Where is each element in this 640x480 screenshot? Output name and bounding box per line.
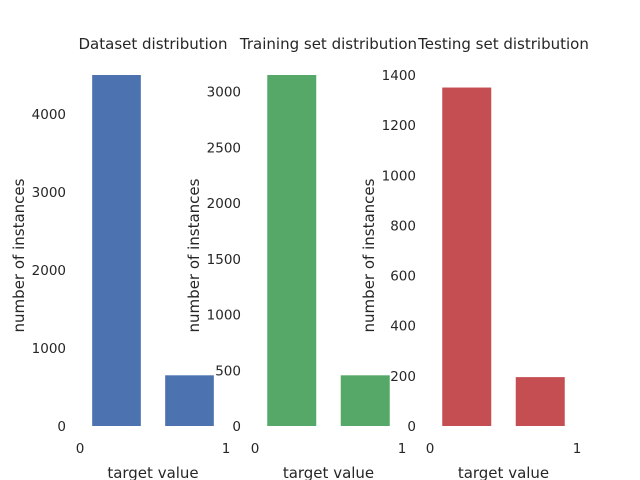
y-tick-label: 3000 bbox=[32, 185, 66, 201]
x-tick-label: 0 bbox=[76, 441, 85, 457]
y-tick-label: 2000 bbox=[207, 196, 241, 212]
y-ticks-group: 0 1000 2000 3000 4000 bbox=[32, 107, 66, 435]
bar-0 bbox=[442, 87, 492, 427]
y-tick-label: 1500 bbox=[207, 252, 241, 268]
y-tick-label: 500 bbox=[215, 363, 241, 379]
x-axis-label: target value bbox=[283, 464, 374, 480]
y-tick-label: 1000 bbox=[207, 308, 241, 324]
y-ticks-group: 0 200 400 600 800 1000 1200 1400 bbox=[382, 68, 416, 435]
y-tick-label: 0 bbox=[232, 419, 241, 435]
x-tick-label: 1 bbox=[222, 441, 231, 457]
x-axis-label: target value bbox=[107, 464, 198, 480]
y-ticks-group: 0 500 1000 1500 2000 2500 3000 bbox=[207, 85, 241, 435]
y-axis-label: number of instances bbox=[10, 178, 28, 332]
y-tick-label: 1000 bbox=[382, 168, 416, 184]
x-tick-label: 1 bbox=[398, 441, 407, 457]
subplot-title: Dataset distribution bbox=[79, 35, 228, 53]
subplot-title: Testing set distribution bbox=[417, 35, 589, 53]
y-tick-label: 0 bbox=[57, 419, 66, 435]
y-axis-label: number of instances bbox=[360, 178, 378, 332]
y-tick-label: 800 bbox=[390, 218, 416, 234]
y-tick-label: 3000 bbox=[207, 85, 241, 101]
x-axis-label: target value bbox=[458, 464, 549, 480]
x-tick-label: 1 bbox=[573, 441, 582, 457]
bars-group bbox=[267, 75, 390, 426]
y-axis-label: number of instances bbox=[185, 178, 203, 332]
y-tick-label: 200 bbox=[390, 369, 416, 385]
y-tick-label: 600 bbox=[390, 269, 416, 285]
bars-group bbox=[92, 75, 214, 426]
y-tick-label: 0 bbox=[407, 419, 416, 435]
bar-1 bbox=[165, 375, 214, 426]
y-tick-label: 2500 bbox=[207, 140, 241, 156]
subplot-title: Training set distribution bbox=[239, 35, 417, 53]
bars-group bbox=[442, 87, 565, 427]
x-tick-label: 0 bbox=[426, 441, 435, 457]
y-tick-label: 1200 bbox=[382, 118, 416, 134]
y-tick-label: 1400 bbox=[382, 68, 416, 84]
bar-1 bbox=[515, 377, 565, 426]
x-tick-label: 0 bbox=[251, 441, 260, 457]
y-tick-label: 1000 bbox=[32, 341, 66, 357]
y-tick-label: 400 bbox=[390, 319, 416, 335]
y-tick-label: 2000 bbox=[32, 263, 66, 279]
y-tick-label: 4000 bbox=[32, 107, 66, 123]
bar-0 bbox=[267, 75, 317, 426]
bar-1 bbox=[340, 375, 390, 426]
bar-0 bbox=[92, 75, 141, 426]
